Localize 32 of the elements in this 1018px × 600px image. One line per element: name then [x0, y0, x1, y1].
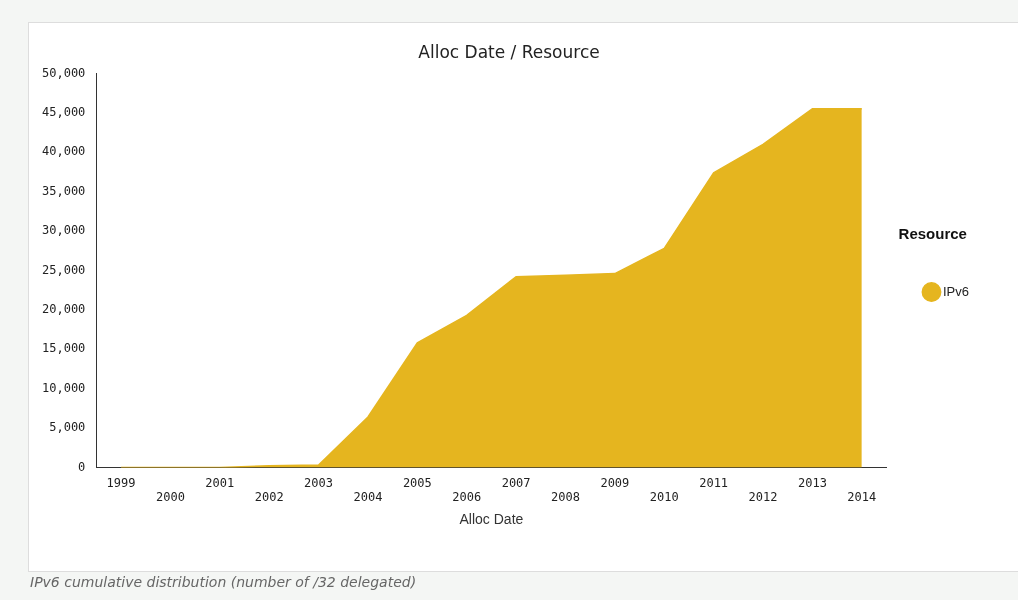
x-tick-label: 2004: [353, 490, 383, 505]
y-tick-label: 30,000: [41, 223, 86, 238]
x-axis-title: Alloc Date: [459, 511, 524, 528]
x-tick-label: 1999: [106, 475, 136, 490]
y-tick-label: 0: [78, 459, 86, 474]
x-tick-label: 2012: [748, 490, 778, 505]
text: IPv6 cumulative distribution (number of /32 delegated): [30, 574, 417, 590]
y-tick-label: 50,000: [41, 65, 86, 80]
x-tick-label: 2009: [600, 475, 630, 490]
x-tick-label: 2001: [205, 475, 235, 490]
x-tick-label: 2000: [155, 490, 185, 505]
y-tick-label: 25,000: [41, 262, 86, 277]
x-tick-label: 2011: [699, 475, 729, 490]
x-tick-label: 2007: [501, 475, 531, 490]
x-tick-label: 2005: [402, 475, 432, 490]
x-tick-label: 2008: [551, 490, 580, 505]
y-tick-label: 20,000: [41, 301, 86, 316]
y-tick-label: 5,000: [49, 420, 86, 435]
legend-label: IPv6: [942, 283, 969, 299]
legend-title: Resource: [898, 225, 967, 243]
y-tick-label: 40,000: [41, 144, 86, 159]
y-tick-label: 35,000: [41, 183, 86, 198]
x-tick-label: 2002: [254, 490, 284, 505]
x-tick-label: 2010: [649, 490, 679, 505]
y-tick-label: 45,000: [41, 104, 86, 119]
chart-title: Alloc Date / Resource: [418, 41, 600, 62]
x-tick-label: 2003: [304, 475, 334, 490]
y-tick-label: 15,000: [41, 341, 86, 356]
y-tick-label: 10,000: [41, 380, 86, 395]
x-tick-label: 2014: [847, 490, 877, 505]
x-tick-label: 2013: [797, 475, 827, 490]
x-tick-label: 2006: [452, 490, 482, 505]
